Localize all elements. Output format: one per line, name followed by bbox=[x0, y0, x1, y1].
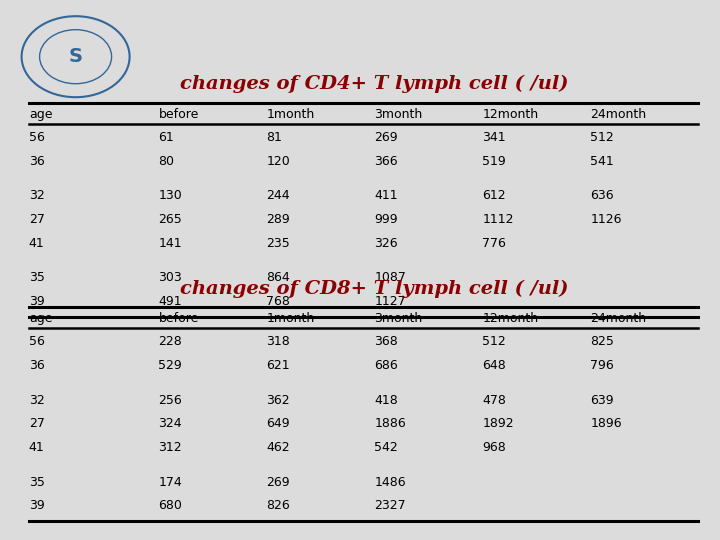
Text: 312: 312 bbox=[158, 441, 182, 454]
Text: 303: 303 bbox=[158, 272, 182, 285]
Text: 244: 244 bbox=[266, 190, 290, 202]
Text: S: S bbox=[68, 47, 83, 66]
Text: 1896: 1896 bbox=[590, 417, 622, 430]
Text: 1886: 1886 bbox=[374, 417, 406, 430]
Text: 1126: 1126 bbox=[590, 213, 622, 226]
Text: 228: 228 bbox=[158, 335, 182, 348]
Text: 686: 686 bbox=[374, 359, 398, 372]
Text: 256: 256 bbox=[158, 394, 182, 407]
Text: 368: 368 bbox=[374, 335, 398, 348]
Text: 519: 519 bbox=[482, 155, 506, 168]
Text: 411: 411 bbox=[374, 190, 398, 202]
Text: 418: 418 bbox=[374, 394, 398, 407]
Text: 36: 36 bbox=[29, 155, 45, 168]
Text: 362: 362 bbox=[266, 394, 290, 407]
Text: 366: 366 bbox=[374, 155, 398, 168]
Text: 776: 776 bbox=[482, 237, 506, 250]
Text: 269: 269 bbox=[266, 476, 290, 489]
Text: 1087: 1087 bbox=[374, 272, 406, 285]
Text: before: before bbox=[158, 312, 199, 325]
Text: 968: 968 bbox=[482, 441, 506, 454]
Text: 12month: 12month bbox=[482, 312, 539, 325]
Text: 318: 318 bbox=[266, 335, 290, 348]
Text: 680: 680 bbox=[158, 500, 182, 512]
Text: 81: 81 bbox=[266, 131, 282, 144]
Text: 80: 80 bbox=[158, 155, 174, 168]
Text: 141: 141 bbox=[158, 237, 182, 250]
Text: 768: 768 bbox=[266, 295, 290, 308]
Text: 56: 56 bbox=[29, 335, 45, 348]
Text: 324: 324 bbox=[158, 417, 182, 430]
Text: 825: 825 bbox=[590, 335, 614, 348]
Text: 35: 35 bbox=[29, 476, 45, 489]
Text: 1month: 1month bbox=[266, 312, 315, 325]
Text: 326: 326 bbox=[374, 237, 398, 250]
Text: 999: 999 bbox=[374, 213, 398, 226]
Text: 269: 269 bbox=[374, 131, 398, 144]
Text: 32: 32 bbox=[29, 394, 45, 407]
Text: 542: 542 bbox=[374, 441, 398, 454]
Text: changes of CD4+ T lymph cell ( /ul): changes of CD4+ T lymph cell ( /ul) bbox=[180, 75, 569, 93]
Text: 639: 639 bbox=[590, 394, 614, 407]
Text: 529: 529 bbox=[158, 359, 182, 372]
Text: 24month: 24month bbox=[590, 312, 647, 325]
Text: 39: 39 bbox=[29, 295, 45, 308]
Text: changes of CD8+ T lymph cell ( /ul): changes of CD8+ T lymph cell ( /ul) bbox=[180, 280, 569, 298]
Text: 864: 864 bbox=[266, 272, 290, 285]
Text: 478: 478 bbox=[482, 394, 506, 407]
Text: 35: 35 bbox=[29, 272, 45, 285]
Text: 796: 796 bbox=[590, 359, 614, 372]
Text: 235: 235 bbox=[266, 237, 290, 250]
Text: 462: 462 bbox=[266, 441, 290, 454]
Text: age: age bbox=[29, 108, 53, 121]
Text: 1486: 1486 bbox=[374, 476, 406, 489]
Text: 24month: 24month bbox=[590, 108, 647, 121]
Text: before: before bbox=[158, 108, 199, 121]
Text: 341: 341 bbox=[482, 131, 506, 144]
Text: 3month: 3month bbox=[374, 312, 423, 325]
Text: 32: 32 bbox=[29, 190, 45, 202]
Text: 120: 120 bbox=[266, 155, 290, 168]
Text: 512: 512 bbox=[590, 131, 614, 144]
Text: 512: 512 bbox=[482, 335, 506, 348]
Text: 41: 41 bbox=[29, 237, 45, 250]
Text: 541: 541 bbox=[590, 155, 614, 168]
Text: 649: 649 bbox=[266, 417, 290, 430]
Text: 174: 174 bbox=[158, 476, 182, 489]
Text: 1892: 1892 bbox=[482, 417, 514, 430]
Text: 27: 27 bbox=[29, 213, 45, 226]
Text: 61: 61 bbox=[158, 131, 174, 144]
Text: 36: 36 bbox=[29, 359, 45, 372]
Text: 612: 612 bbox=[482, 190, 506, 202]
Text: 27: 27 bbox=[29, 417, 45, 430]
Text: 130: 130 bbox=[158, 190, 182, 202]
Text: 12month: 12month bbox=[482, 108, 539, 121]
Text: 39: 39 bbox=[29, 500, 45, 512]
Text: 491: 491 bbox=[158, 295, 182, 308]
Text: 1112: 1112 bbox=[482, 213, 514, 226]
Text: 3month: 3month bbox=[374, 108, 423, 121]
Text: 56: 56 bbox=[29, 131, 45, 144]
Text: 648: 648 bbox=[482, 359, 506, 372]
Text: 41: 41 bbox=[29, 441, 45, 454]
Text: 636: 636 bbox=[590, 190, 614, 202]
Text: 289: 289 bbox=[266, 213, 290, 226]
Text: 1month: 1month bbox=[266, 108, 315, 121]
Text: 621: 621 bbox=[266, 359, 290, 372]
Text: 1127: 1127 bbox=[374, 295, 406, 308]
Text: 2327: 2327 bbox=[374, 500, 406, 512]
Text: age: age bbox=[29, 312, 53, 325]
Text: 265: 265 bbox=[158, 213, 182, 226]
Text: 826: 826 bbox=[266, 500, 290, 512]
